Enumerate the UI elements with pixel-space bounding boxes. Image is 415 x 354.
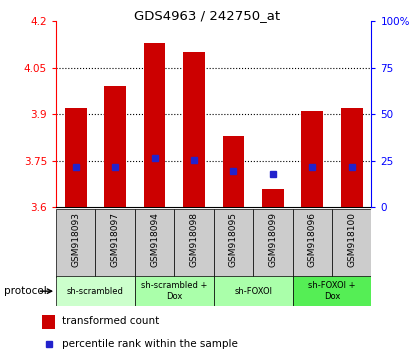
Text: GSM918097: GSM918097 — [111, 212, 120, 267]
Text: sh-scrambled: sh-scrambled — [67, 287, 124, 296]
Bar — [253, 209, 293, 278]
Bar — [183, 52, 205, 207]
Bar — [104, 86, 126, 207]
Bar — [222, 136, 244, 207]
Bar — [341, 108, 363, 207]
Text: GSM918095: GSM918095 — [229, 212, 238, 267]
Bar — [332, 209, 371, 278]
Text: GSM918100: GSM918100 — [347, 212, 356, 267]
Bar — [56, 276, 135, 306]
Text: GSM918094: GSM918094 — [150, 212, 159, 267]
Bar — [144, 43, 166, 207]
Text: GSM918099: GSM918099 — [269, 212, 277, 267]
Bar — [174, 209, 214, 278]
Text: GSM918098: GSM918098 — [190, 212, 198, 267]
Bar — [42, 315, 56, 329]
Text: GSM918096: GSM918096 — [308, 212, 317, 267]
Bar — [262, 189, 284, 207]
Text: percentile rank within the sample: percentile rank within the sample — [62, 339, 238, 349]
Bar — [301, 111, 323, 207]
Bar — [214, 209, 253, 278]
Text: sh-FOXOl: sh-FOXOl — [234, 287, 272, 296]
Text: sh-FOXOl +
Dox: sh-FOXOl + Dox — [308, 281, 356, 301]
Bar — [293, 276, 371, 306]
Bar — [95, 209, 135, 278]
Text: sh-scrambled +
Dox: sh-scrambled + Dox — [141, 281, 208, 301]
Text: protocol: protocol — [4, 286, 47, 296]
Bar — [56, 209, 95, 278]
Bar — [135, 276, 214, 306]
Bar — [293, 209, 332, 278]
Text: GSM918093: GSM918093 — [71, 212, 80, 267]
Text: GDS4963 / 242750_at: GDS4963 / 242750_at — [134, 9, 281, 22]
Bar — [214, 276, 293, 306]
Text: transformed count: transformed count — [62, 316, 159, 326]
Bar — [135, 209, 174, 278]
Bar — [65, 108, 87, 207]
